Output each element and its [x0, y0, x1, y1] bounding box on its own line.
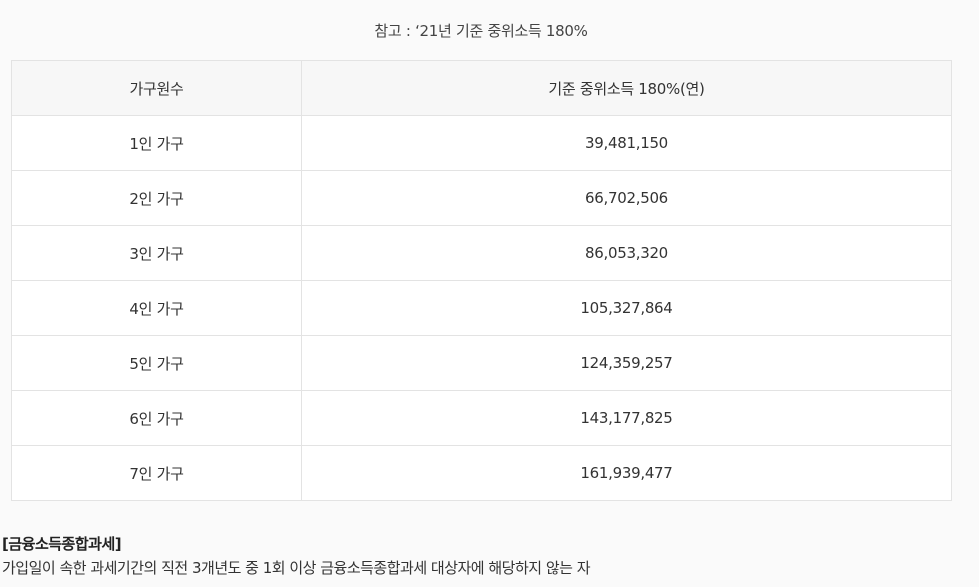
income-cell: 161,939,477: [301, 445, 952, 501]
income-cell: 124,359,257: [301, 335, 952, 391]
household-size-cell: 5인 가구: [11, 335, 302, 391]
table-header-row: 가구원수 기준 중위소득 180%(연): [11, 60, 952, 116]
table-row: 2인 가구 66,702,506: [11, 170, 952, 226]
income-cell: 86,053,320: [301, 225, 952, 281]
income-cell: 39,481,150: [301, 115, 952, 171]
household-size-cell: 4인 가구: [11, 280, 302, 336]
household-size-cell: 3인 가구: [11, 225, 302, 281]
section-title: [금융소득종합과세]: [2, 535, 122, 553]
table-caption: 참고 : ‘21년 기준 중위소득 180%: [374, 22, 588, 40]
table-row: 3인 가구 86,053,320: [11, 225, 952, 281]
table-row: 7인 가구 161,939,477: [11, 445, 952, 501]
income-cell: 105,327,864: [301, 280, 952, 336]
table-row: 1인 가구 39,481,150: [11, 115, 952, 171]
table-row: 6인 가구 143,177,825: [11, 390, 952, 446]
income-table: 가구원수 기준 중위소득 180%(연) 1인 가구 39,481,150 2인…: [11, 60, 952, 501]
table-row: 4인 가구 105,327,864: [11, 280, 952, 336]
household-size-cell: 1인 가구: [11, 115, 302, 171]
income-cell: 66,702,506: [301, 170, 952, 226]
income-table-container: 가구원수 기준 중위소득 180%(연) 1인 가구 39,481,150 2인…: [11, 60, 952, 501]
financial-income-tax-section: [금융소득종합과세] 가입일이 속한 과세기간의 직전 3개년도 중 1회 이상…: [2, 533, 591, 579]
header-median-income: 기준 중위소득 180%(연): [301, 60, 952, 116]
table-row: 5인 가구 124,359,257: [11, 335, 952, 391]
household-size-cell: 7인 가구: [11, 445, 302, 501]
income-cell: 143,177,825: [301, 390, 952, 446]
household-size-cell: 6인 가구: [11, 390, 302, 446]
household-size-cell: 2인 가구: [11, 170, 302, 226]
section-description: 가입일이 속한 과세기간의 직전 3개년도 중 1회 이상 금융소득종합과세 대…: [2, 559, 591, 577]
header-household-size: 가구원수: [11, 60, 302, 116]
